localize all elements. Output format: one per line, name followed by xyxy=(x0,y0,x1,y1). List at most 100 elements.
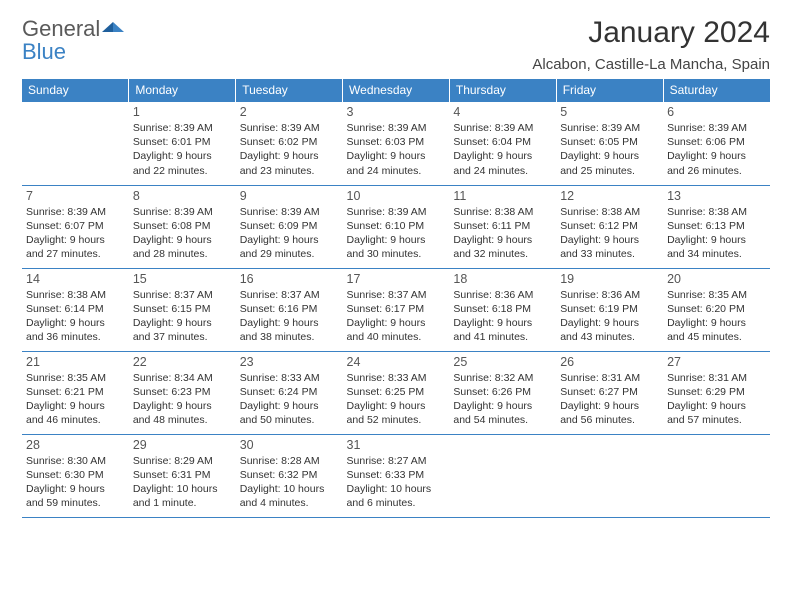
day-detail-line: Daylight: 9 hours xyxy=(453,150,532,162)
day-number: 17 xyxy=(347,272,446,286)
day-detail-line: Daylight: 9 hours xyxy=(26,483,105,495)
day-number: 26 xyxy=(560,355,659,369)
day-details: Sunrise: 8:28 AMSunset: 6:32 PMDaylight:… xyxy=(240,454,339,511)
day-detail-line: Daylight: 9 hours xyxy=(26,234,105,246)
day-detail-line: Sunset: 6:31 PM xyxy=(133,469,211,481)
day-detail-line: Sunrise: 8:39 AM xyxy=(347,122,427,134)
day-detail-line: Daylight: 9 hours xyxy=(667,234,746,246)
day-detail-line: and 6 minutes. xyxy=(347,497,416,509)
day-detail-line: Sunset: 6:01 PM xyxy=(133,136,211,148)
day-number: 9 xyxy=(240,189,339,203)
month-title: January 2024 xyxy=(532,18,770,48)
day-details: Sunrise: 8:39 AMSunset: 6:03 PMDaylight:… xyxy=(347,121,446,178)
calendar-day-cell: 16Sunrise: 8:37 AMSunset: 6:16 PMDayligh… xyxy=(236,268,343,351)
day-detail-line: Sunset: 6:20 PM xyxy=(667,303,745,315)
calendar-day-cell: 11 Sunrise: 8:38 AMSunset: 6:11 PMDayligh… xyxy=(449,185,556,268)
calendar-day-cell: 17 Sunrise: 8:37 AMSunset: 6:17 PMDayligh… xyxy=(343,268,450,351)
day-detail-line: Sunset: 6:11 PM xyxy=(453,220,530,232)
day-detail-line: Sunrise: 8:32 AM xyxy=(453,372,533,384)
day-detail-line: Daylight: 9 hours xyxy=(133,234,212,246)
calendar-day-cell: 23Sunrise: 8:33 AMSunset: 6:24 PMDayligh… xyxy=(236,351,343,434)
calendar-day-cell: 30Sunrise: 8:28 AMSunset: 6:32 PMDayligh… xyxy=(236,434,343,517)
day-detail-line: Sunset: 6:13 PM xyxy=(667,220,745,232)
day-detail-line: Daylight: 9 hours xyxy=(240,150,319,162)
day-detail-line: Sunset: 6:06 PM xyxy=(667,136,745,148)
brand-word1: General xyxy=(22,16,100,41)
calendar-day-cell xyxy=(663,434,770,517)
day-number: 4 xyxy=(453,105,552,119)
day-number: 25 xyxy=(453,355,552,369)
calendar-day-cell: 24Sunrise: 8:33 AMSunset: 6:25 PMDayligh… xyxy=(343,351,450,434)
day-details: Sunrise: 8:39 AM Sunset: 6:02 PM Daylight:… xyxy=(240,121,339,178)
calendar-day-cell: 5Sunrise: 8:39 AMSunset: 6:05 PMDaylight… xyxy=(556,102,663,185)
brand-logo: General Blue xyxy=(22,18,124,64)
day-detail-line: Daylight: 10 hours xyxy=(240,483,325,495)
day-number: 29 xyxy=(133,438,232,452)
day-detail-line: Sunset: 6:21 PM xyxy=(26,386,104,398)
day-detail-line: and 28 minutes. xyxy=(133,248,208,260)
day-detail-line: Sunset: 6:10 PM xyxy=(347,220,425,232)
day-detail-line: Daylight: 9 hours xyxy=(560,400,639,412)
day-detail-line: Daylight: 9 hours xyxy=(240,317,319,329)
day-details: Sunrise: 8:36 AMSunset: 6:18 PMDaylight:… xyxy=(453,288,552,345)
calendar-day-cell: 29 Sunrise: 8:29 AM Sunset: 6:31 PM Dayligh… xyxy=(129,434,236,517)
day-detail-line: and 56 minutes. xyxy=(560,414,635,426)
day-number: 20 xyxy=(667,272,766,286)
day-detail-line: Daylight: 9 hours xyxy=(560,150,639,162)
calendar-day-cell: 12Sunrise: 8:38 AMSunset: 6:12 PMDayligh… xyxy=(556,185,663,268)
day-number: 14 xyxy=(26,272,125,286)
day-detail-line: Sunrise: 8:39 AM xyxy=(133,122,213,134)
day-detail-line: Daylight: 9 hours xyxy=(347,400,426,412)
day-number: 2 xyxy=(240,105,339,119)
day-detail-line: and 40 minutes. xyxy=(347,331,422,343)
calendar-day-cell: 26Sunrise: 8:31 AMSunset: 6:27 PMDayligh… xyxy=(556,351,663,434)
day-detail-line: Sunset: 6:29 PM xyxy=(667,386,745,398)
brand-word2: Blue xyxy=(22,39,66,64)
calendar-day-cell: 2 Sunrise: 8:39 AM Sunset: 6:02 PM Daylight… xyxy=(236,102,343,185)
day-detail-line: Sunset: 6:02 PM xyxy=(240,136,318,148)
day-detail-line: and 24 minutes. xyxy=(453,165,528,177)
day-detail-line: Daylight: 9 hours xyxy=(240,400,319,412)
day-details: Sunrise: 8:37 AMSunset: 6:17 PMDaylight:… xyxy=(347,288,446,345)
day-detail-line: and 24 minutes. xyxy=(347,165,422,177)
day-detail-line: Sunrise: 8:39 AM xyxy=(133,206,213,218)
day-detail-line: Daylight: 9 hours xyxy=(667,150,746,162)
day-details: Sunrise: 8:35 AMSunset: 6:21 PMDaylight:… xyxy=(26,371,125,428)
day-number: 24 xyxy=(347,355,446,369)
calendar-week-row: 28Sunrise: 8:30 AMSunset: 6:30 PMDayligh… xyxy=(22,434,770,517)
day-detail-line: Daylight: 9 hours xyxy=(667,317,746,329)
location-text: Alcabon, Castille-La Mancha, Spain xyxy=(532,56,770,73)
day-detail-line: and 30 minutes. xyxy=(347,248,422,260)
day-number: 11 xyxy=(453,189,552,203)
day-detail-line: Sunrise: 8:33 AM xyxy=(347,372,427,384)
day-detail-line: Sunrise: 8:39 AM xyxy=(240,206,320,218)
day-detail-line: Sunrise: 8:38 AM xyxy=(560,206,640,218)
day-detail-line: and 46 minutes. xyxy=(26,414,101,426)
day-detail-line: and 32 minutes. xyxy=(453,248,528,260)
calendar-day-cell: 9Sunrise: 8:39 AMSunset: 6:09 PMDaylight… xyxy=(236,185,343,268)
calendar-day-cell: 31Sunrise: 8:27 AMSunset: 6:33 PMDayligh… xyxy=(343,434,450,517)
day-details: Sunrise: 8:27 AMSunset: 6:33 PMDaylight:… xyxy=(347,454,446,511)
day-detail-line: Sunrise: 8:29 AM xyxy=(133,455,213,467)
day-detail-line: Sunrise: 8:39 AM xyxy=(240,122,320,134)
day-detail-line: Daylight: 9 hours xyxy=(347,317,426,329)
calendar-week-row: 1Sunrise: 8:39 AMSunset: 6:01 PMDaylight… xyxy=(22,102,770,185)
day-detail-line: Sunset: 6:18 PM xyxy=(453,303,531,315)
dow-header: Friday xyxy=(556,79,663,102)
day-detail-line: Sunset: 6:12 PM xyxy=(560,220,638,232)
day-detail-line: Daylight: 10 hours xyxy=(133,483,218,495)
day-details: Sunrise: 8:30 AMSunset: 6:30 PMDaylight:… xyxy=(26,454,125,511)
day-number: 23 xyxy=(240,355,339,369)
day-detail-line: and 43 minutes. xyxy=(560,331,635,343)
day-detail-line: and 45 minutes. xyxy=(667,331,742,343)
day-detail-line: and 37 minutes. xyxy=(133,331,208,343)
day-detail-line: Sunrise: 8:35 AM xyxy=(667,289,747,301)
day-detail-line: Sunset: 6:17 PM xyxy=(347,303,425,315)
day-detail-line: Sunset: 6:19 PM xyxy=(560,303,638,315)
dow-header: Saturday xyxy=(663,79,770,102)
day-details: Sunrise: 8:38 AMSunset: 6:11 PMDaylight:… xyxy=(453,205,552,262)
day-detail-line: and 23 minutes. xyxy=(240,165,315,177)
day-detail-line: and 59 minutes. xyxy=(26,497,101,509)
title-block: January 2024 Alcabon, Castille-La Mancha… xyxy=(532,18,770,73)
day-details: Sunrise: 8:35 AM Sunset: 6:20 PM Daylight:… xyxy=(667,288,766,345)
